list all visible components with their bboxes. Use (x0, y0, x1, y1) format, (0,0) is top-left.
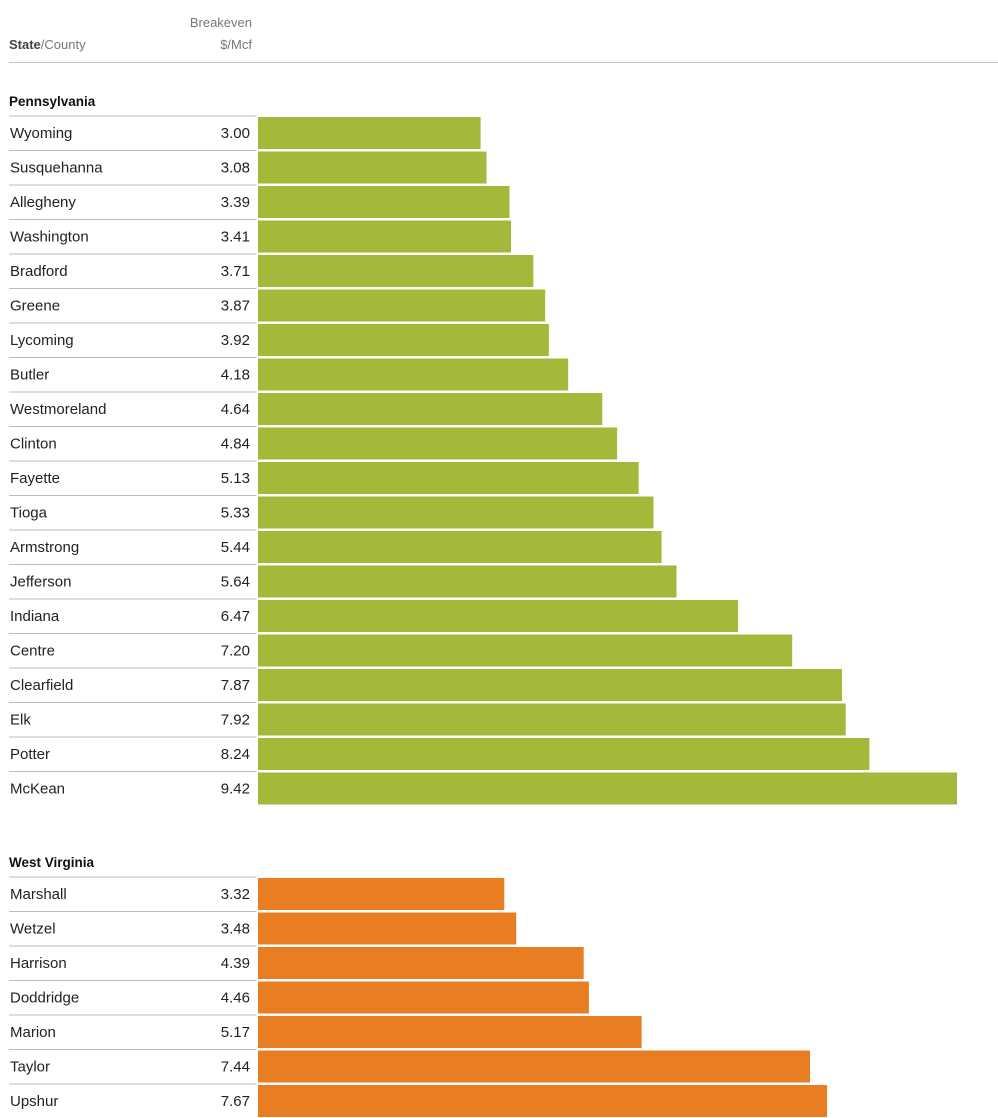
bar-taylor (258, 1050, 810, 1083)
bar-bradford (258, 255, 534, 287)
value-label-potter: 8.24 (221, 746, 250, 763)
value-label-jefferson: 5.64 (221, 574, 250, 591)
county-label-wetzel: Wetzel (10, 921, 56, 938)
bar-greene (258, 289, 546, 322)
county-label-armstrong: Armstrong (10, 539, 79, 556)
bar-lycoming (258, 324, 549, 356)
value-label-upshur: 7.67 (221, 1093, 250, 1110)
bar-susquehanna (258, 151, 487, 184)
value-label-clinton: 4.84 (221, 436, 250, 453)
bar-clearfield (258, 669, 842, 701)
county-label-tioga: Tioga (10, 505, 48, 522)
bar-armstrong (258, 531, 662, 563)
county-label-greene: Greene (10, 298, 60, 315)
county-label-doddridge: Doddridge (10, 990, 79, 1007)
value-label-tioga: 5.33 (221, 505, 250, 522)
bar-centre (258, 634, 793, 667)
value-label-harrison: 4.39 (221, 955, 250, 972)
bar-indiana (258, 600, 739, 632)
breakeven-header-line2: $/Mcf (220, 37, 252, 52)
state-county-header: State/County (9, 34, 86, 56)
breakeven-header-line1: Breakeven (189, 15, 252, 30)
bar-upshur (258, 1085, 828, 1117)
county-label-harrison: Harrison (10, 955, 67, 972)
value-label-marshall: 3.32 (221, 886, 250, 903)
county-label-clinton: Clinton (10, 436, 57, 453)
county-label-centre: Centre (10, 643, 55, 660)
value-label-susquehanna: 3.08 (221, 160, 250, 177)
bar-washington (258, 220, 511, 253)
value-label-wetzel: 3.48 (221, 921, 250, 938)
county-label-susquehanna: Susquehanna (10, 160, 103, 177)
bar-marion (258, 1016, 642, 1048)
county-label-mckean: McKean (10, 781, 65, 798)
bar-potter (258, 738, 870, 770)
bar-tioga (258, 496, 654, 529)
bar-butler (258, 358, 569, 391)
value-label-doddridge: 4.46 (221, 990, 250, 1007)
state-header-label: State (9, 37, 41, 52)
value-label-fayette: 5.13 (221, 470, 250, 487)
value-label-bradford: 3.71 (221, 263, 250, 280)
state-group-label: West Virginia (9, 855, 95, 870)
county-label-clearfield: Clearfield (10, 677, 73, 694)
value-label-wyoming: 3.00 (221, 125, 250, 142)
state-group-label: Pennsylvania (9, 94, 96, 109)
value-label-westmoreland: 4.64 (221, 401, 250, 418)
value-label-allegheny: 3.39 (221, 194, 250, 211)
bar-jefferson (258, 565, 677, 598)
bar-mckean (258, 772, 957, 805)
bar-fayette (258, 462, 639, 494)
county-label-westmoreland: Westmoreland (10, 401, 106, 418)
bar-elk (258, 703, 846, 736)
county-label-allegheny: Allegheny (10, 194, 76, 211)
bar-marshall (258, 878, 505, 910)
value-label-indiana: 6.47 (221, 608, 250, 625)
county-label-upshur: Upshur (10, 1093, 58, 1110)
bar-doddridge (258, 981, 589, 1014)
county-label-elk: Elk (10, 712, 31, 729)
county-label-wyoming: Wyoming (10, 125, 72, 142)
value-label-greene: 3.87 (221, 298, 250, 315)
breakeven-header: Breakeven $/Mcf (150, 12, 252, 56)
county-label-lycoming: Lycoming (10, 332, 74, 349)
value-label-marion: 5.17 (221, 1024, 250, 1041)
value-label-washington: 3.41 (221, 229, 250, 246)
value-label-armstrong: 5.44 (221, 539, 250, 556)
county-label-marion: Marion (10, 1024, 56, 1041)
value-label-mckean: 9.42 (221, 781, 250, 798)
county-label-fayette: Fayette (10, 470, 60, 487)
bar-wetzel (258, 912, 517, 945)
county-label-potter: Potter (10, 746, 50, 763)
bar-wyoming (258, 117, 481, 149)
value-label-lycoming: 3.92 (221, 332, 250, 349)
county-label-jefferson: Jefferson (10, 574, 71, 591)
value-label-clearfield: 7.87 (221, 677, 250, 694)
header-divider (9, 62, 998, 63)
value-label-elk: 7.92 (221, 712, 250, 729)
bar-harrison (258, 947, 584, 979)
county-label-butler: Butler (10, 367, 49, 384)
bar-westmoreland (258, 393, 603, 425)
bar-allegheny (258, 186, 510, 218)
county-label-bradford: Bradford (10, 263, 68, 280)
bar-clinton (258, 427, 618, 460)
county-label-washington: Washington (10, 229, 89, 246)
value-label-centre: 7.20 (221, 643, 250, 660)
value-label-butler: 4.18 (221, 367, 250, 384)
county-label-marshall: Marshall (10, 886, 67, 903)
value-label-taylor: 7.44 (221, 1059, 250, 1076)
county-label-indiana: Indiana (10, 608, 60, 625)
county-header-label: /County (40, 37, 86, 52)
county-label-taylor: Taylor (10, 1059, 50, 1076)
